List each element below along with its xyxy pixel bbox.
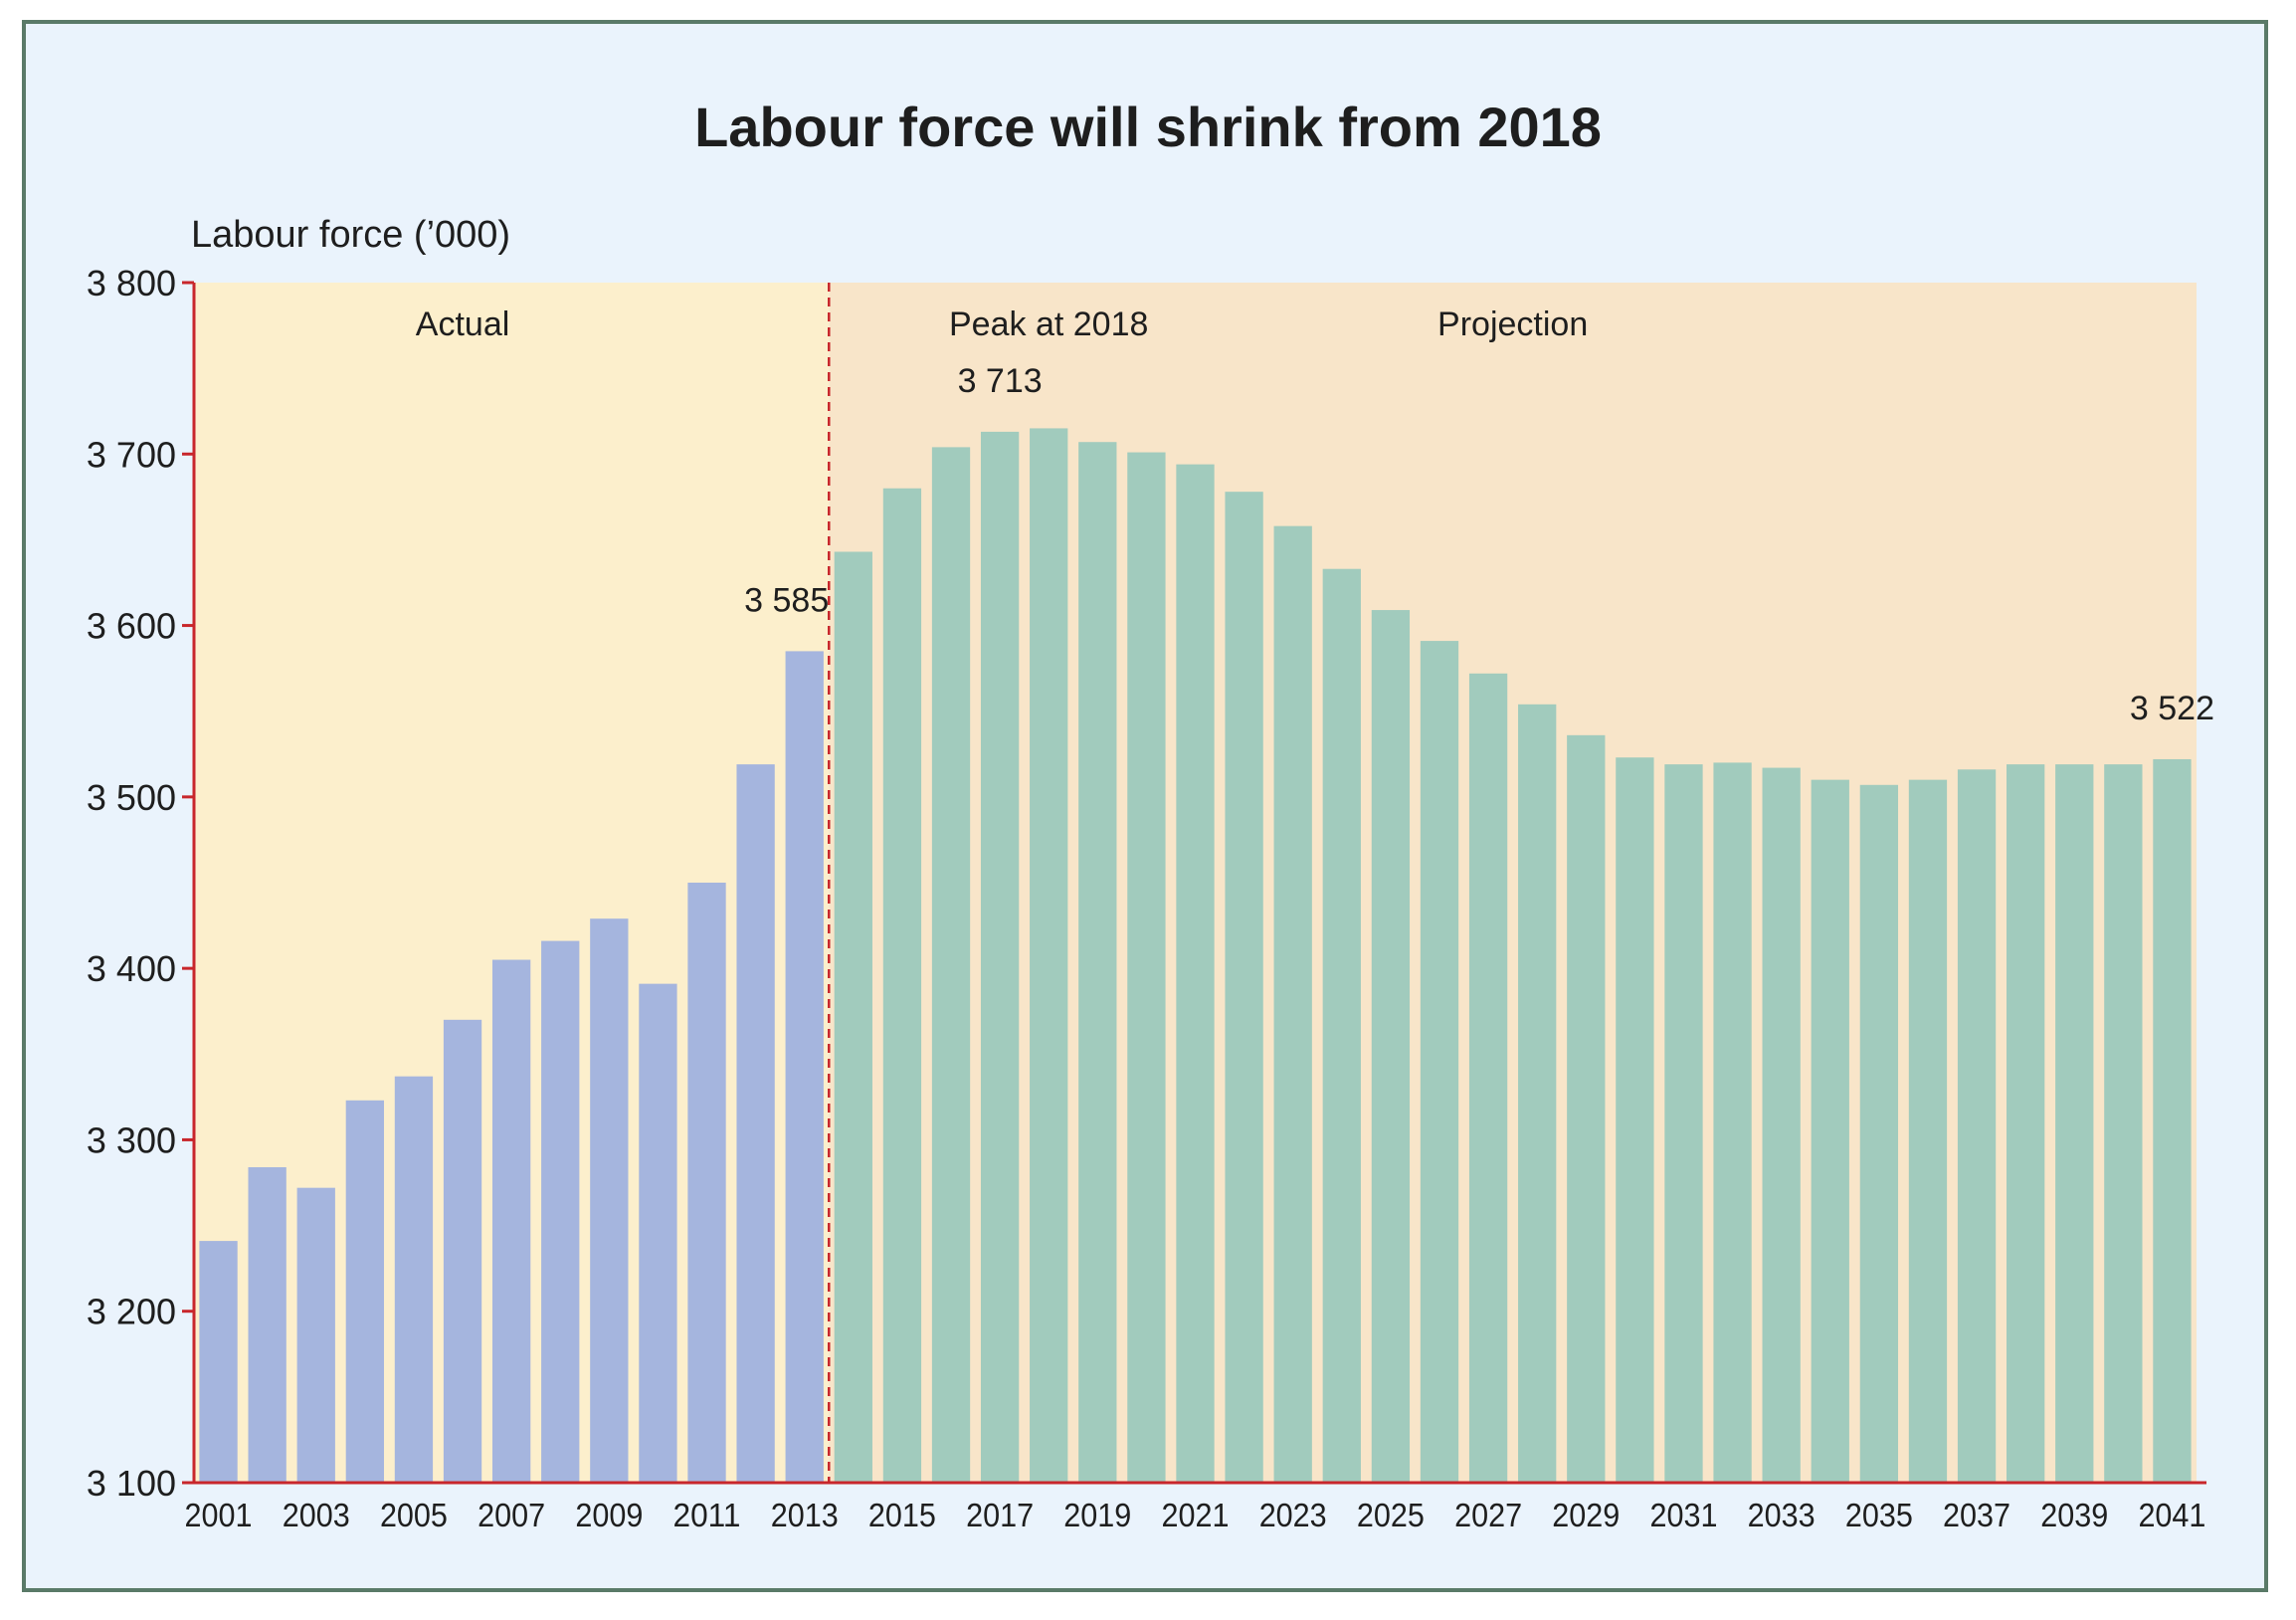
bar-2011 bbox=[687, 883, 726, 1483]
bar-2005 bbox=[394, 1076, 434, 1483]
x-tick-label: 2035 bbox=[1845, 1497, 1913, 1533]
x-tick-label: 2033 bbox=[1748, 1497, 1816, 1533]
y-tick-label: 3 200 bbox=[87, 1292, 176, 1332]
x-tick-label: 2037 bbox=[1943, 1497, 2010, 1533]
bar-2016 bbox=[931, 447, 971, 1483]
x-ticks-group: 2001 2003 2005 2007 2009 2011 2013 2015 2017 2019… bbox=[185, 1497, 2206, 1533]
x-tick-label: 2041 bbox=[2138, 1497, 2205, 1533]
bar-2024 bbox=[1322, 568, 1361, 1483]
bar-2031 bbox=[1664, 764, 1703, 1483]
bar-2008 bbox=[541, 940, 580, 1483]
y-ticks-group: 3 100 3 200 3 300 3 400 3 500 3 600 3 700 3 800 bbox=[87, 263, 194, 1504]
x-tick-label: 2007 bbox=[478, 1497, 545, 1533]
bar-2022 bbox=[1225, 492, 1263, 1483]
x-tick-label: 2027 bbox=[1454, 1497, 1522, 1533]
bar-2002 bbox=[248, 1166, 287, 1483]
y-tick-label: 3 300 bbox=[87, 1119, 176, 1160]
x-tick-label: 2021 bbox=[1162, 1497, 1230, 1533]
bar-2013 bbox=[785, 651, 824, 1483]
y-tick-label: 3 500 bbox=[87, 777, 176, 818]
x-tick-label: 2031 bbox=[1649, 1497, 1717, 1533]
bar-2033 bbox=[1762, 767, 1801, 1483]
bar-2036 bbox=[1908, 779, 1948, 1483]
x-tick-label: 2019 bbox=[1063, 1497, 1131, 1533]
bar-2041 bbox=[2153, 758, 2192, 1483]
actual-region-label: Actual bbox=[416, 305, 510, 343]
x-tick-label: 2039 bbox=[2040, 1497, 2108, 1533]
bar-2015 bbox=[882, 488, 922, 1483]
x-tick-label: 2011 bbox=[673, 1497, 741, 1533]
bar-2032 bbox=[1713, 762, 1752, 1483]
y-tick-label: 3 800 bbox=[87, 263, 176, 304]
x-tick-label: 2005 bbox=[380, 1497, 448, 1533]
bar-2017 bbox=[980, 431, 1020, 1484]
bar-2010 bbox=[639, 983, 677, 1483]
y-tick-label: 3 700 bbox=[87, 434, 176, 475]
data-label-2017: 3 713 bbox=[958, 362, 1043, 400]
y-tick-label: 3 400 bbox=[87, 948, 176, 989]
bar-2018 bbox=[1030, 428, 1068, 1483]
bar-2003 bbox=[296, 1187, 335, 1483]
x-tick-label: 2003 bbox=[283, 1497, 350, 1533]
x-tick-label: 2017 bbox=[966, 1497, 1034, 1533]
bar-2004 bbox=[345, 1100, 384, 1483]
bar-2037 bbox=[1957, 769, 1997, 1483]
bars-group bbox=[199, 428, 2192, 1484]
data-labels-group: 3 713 3 585 3 522 bbox=[744, 362, 2214, 727]
bar-2038 bbox=[2007, 764, 2045, 1483]
bar-2035 bbox=[1859, 784, 1899, 1483]
bar-2012 bbox=[736, 764, 775, 1483]
x-tick-label: 2013 bbox=[771, 1497, 839, 1533]
x-tick-label: 2001 bbox=[185, 1497, 253, 1533]
projection-region-label: Projection bbox=[1437, 305, 1588, 343]
bar-2020 bbox=[1127, 452, 1166, 1483]
x-tick-label: 2029 bbox=[1552, 1497, 1620, 1533]
bar-2040 bbox=[2104, 764, 2143, 1483]
bar-2014 bbox=[834, 551, 872, 1483]
peak-annotation: Peak at 2018 bbox=[949, 305, 1148, 343]
bar-2021 bbox=[1176, 464, 1215, 1483]
data-label-2013: 3 585 bbox=[744, 581, 829, 619]
y-axis-label: Labour force (’000) bbox=[191, 214, 510, 256]
bar-2028 bbox=[1518, 704, 1557, 1483]
data-label-2041: 3 522 bbox=[2130, 690, 2214, 727]
bar-2027 bbox=[1468, 673, 1508, 1483]
bar-2026 bbox=[1420, 641, 1459, 1483]
y-tick-label: 3 600 bbox=[87, 606, 176, 647]
bar-2009 bbox=[590, 918, 629, 1483]
bar-2030 bbox=[1616, 757, 1654, 1483]
bar-2029 bbox=[1567, 734, 1606, 1483]
x-tick-label: 2025 bbox=[1357, 1497, 1425, 1533]
bar-2006 bbox=[443, 1019, 482, 1483]
bar-2007 bbox=[491, 959, 531, 1483]
bar-2019 bbox=[1078, 442, 1117, 1483]
bar-2001 bbox=[199, 1241, 238, 1483]
x-tick-label: 2023 bbox=[1259, 1497, 1327, 1533]
chart-title: Labour force will shrink from 2018 bbox=[694, 96, 1602, 158]
bar-2039 bbox=[2055, 764, 2094, 1483]
bar-2025 bbox=[1371, 610, 1411, 1483]
bar-2034 bbox=[1811, 779, 1849, 1483]
x-tick-label: 2009 bbox=[575, 1497, 643, 1533]
bar-2023 bbox=[1273, 525, 1312, 1483]
y-tick-label: 3 100 bbox=[87, 1463, 176, 1504]
x-tick-label: 2015 bbox=[868, 1497, 936, 1533]
